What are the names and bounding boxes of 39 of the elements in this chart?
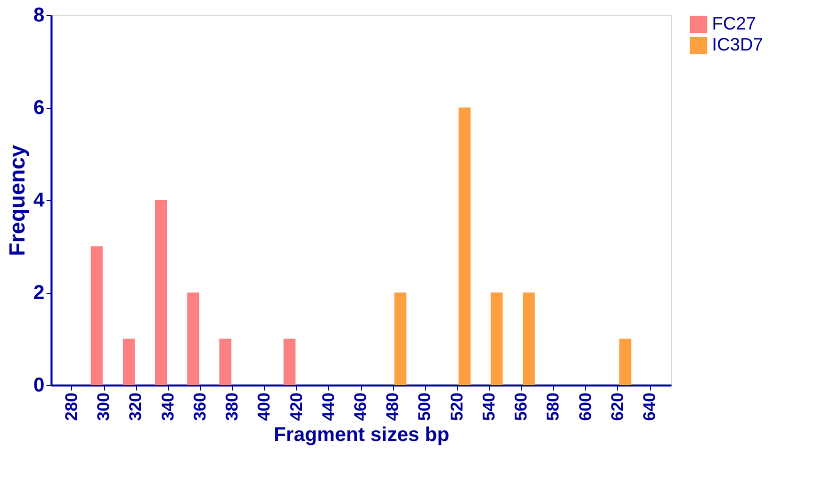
legend-label: FC27 — [712, 14, 756, 34]
y-tick-label: 0 — [33, 374, 44, 396]
y-tick-label: 6 — [33, 97, 44, 119]
bar — [458, 108, 471, 385]
bar — [155, 200, 168, 385]
x-tick-label: 540 — [479, 392, 498, 421]
x-tick-label: 380 — [222, 392, 242, 421]
x-tick-label: 480 — [383, 392, 402, 421]
x-tick-label: 440 — [318, 392, 338, 421]
x-tick-label: 420 — [286, 392, 306, 421]
bar — [90, 246, 103, 385]
y-tick-label: 4 — [33, 190, 46, 212]
bar — [522, 292, 535, 385]
bar — [187, 292, 200, 385]
x-tick-label: 280 — [62, 392, 81, 421]
x-tick-label: 500 — [415, 392, 434, 421]
bar — [394, 292, 406, 385]
x-tick-label: 340 — [158, 392, 178, 421]
x-tick-label: 620 — [608, 392, 627, 421]
legend-label: IC3D7 — [712, 34, 764, 54]
y-axis-title: Frequency — [4, 144, 30, 256]
bar — [284, 338, 296, 385]
bar — [219, 338, 232, 385]
x-tick-label: 300 — [94, 392, 114, 421]
bar — [122, 338, 135, 385]
y-tick-label: 8 — [33, 4, 44, 26]
x-tick-label: 560 — [512, 392, 531, 421]
y-tick-label: 2 — [33, 282, 44, 304]
x-tick-label: 400 — [254, 392, 274, 421]
x-tick-label: 320 — [126, 392, 146, 421]
x-tick-label: 580 — [544, 392, 563, 421]
x-tick-label: 600 — [576, 392, 595, 421]
x-tick-label: 460 — [351, 392, 370, 421]
x-tick-label: 360 — [190, 392, 210, 421]
bar — [619, 338, 632, 385]
bar — [490, 292, 503, 385]
x-tick-label: 640 — [640, 392, 660, 421]
x-tick-label: 520 — [447, 392, 466, 421]
x-axis-title: Fragment sizes bp — [274, 424, 450, 446]
